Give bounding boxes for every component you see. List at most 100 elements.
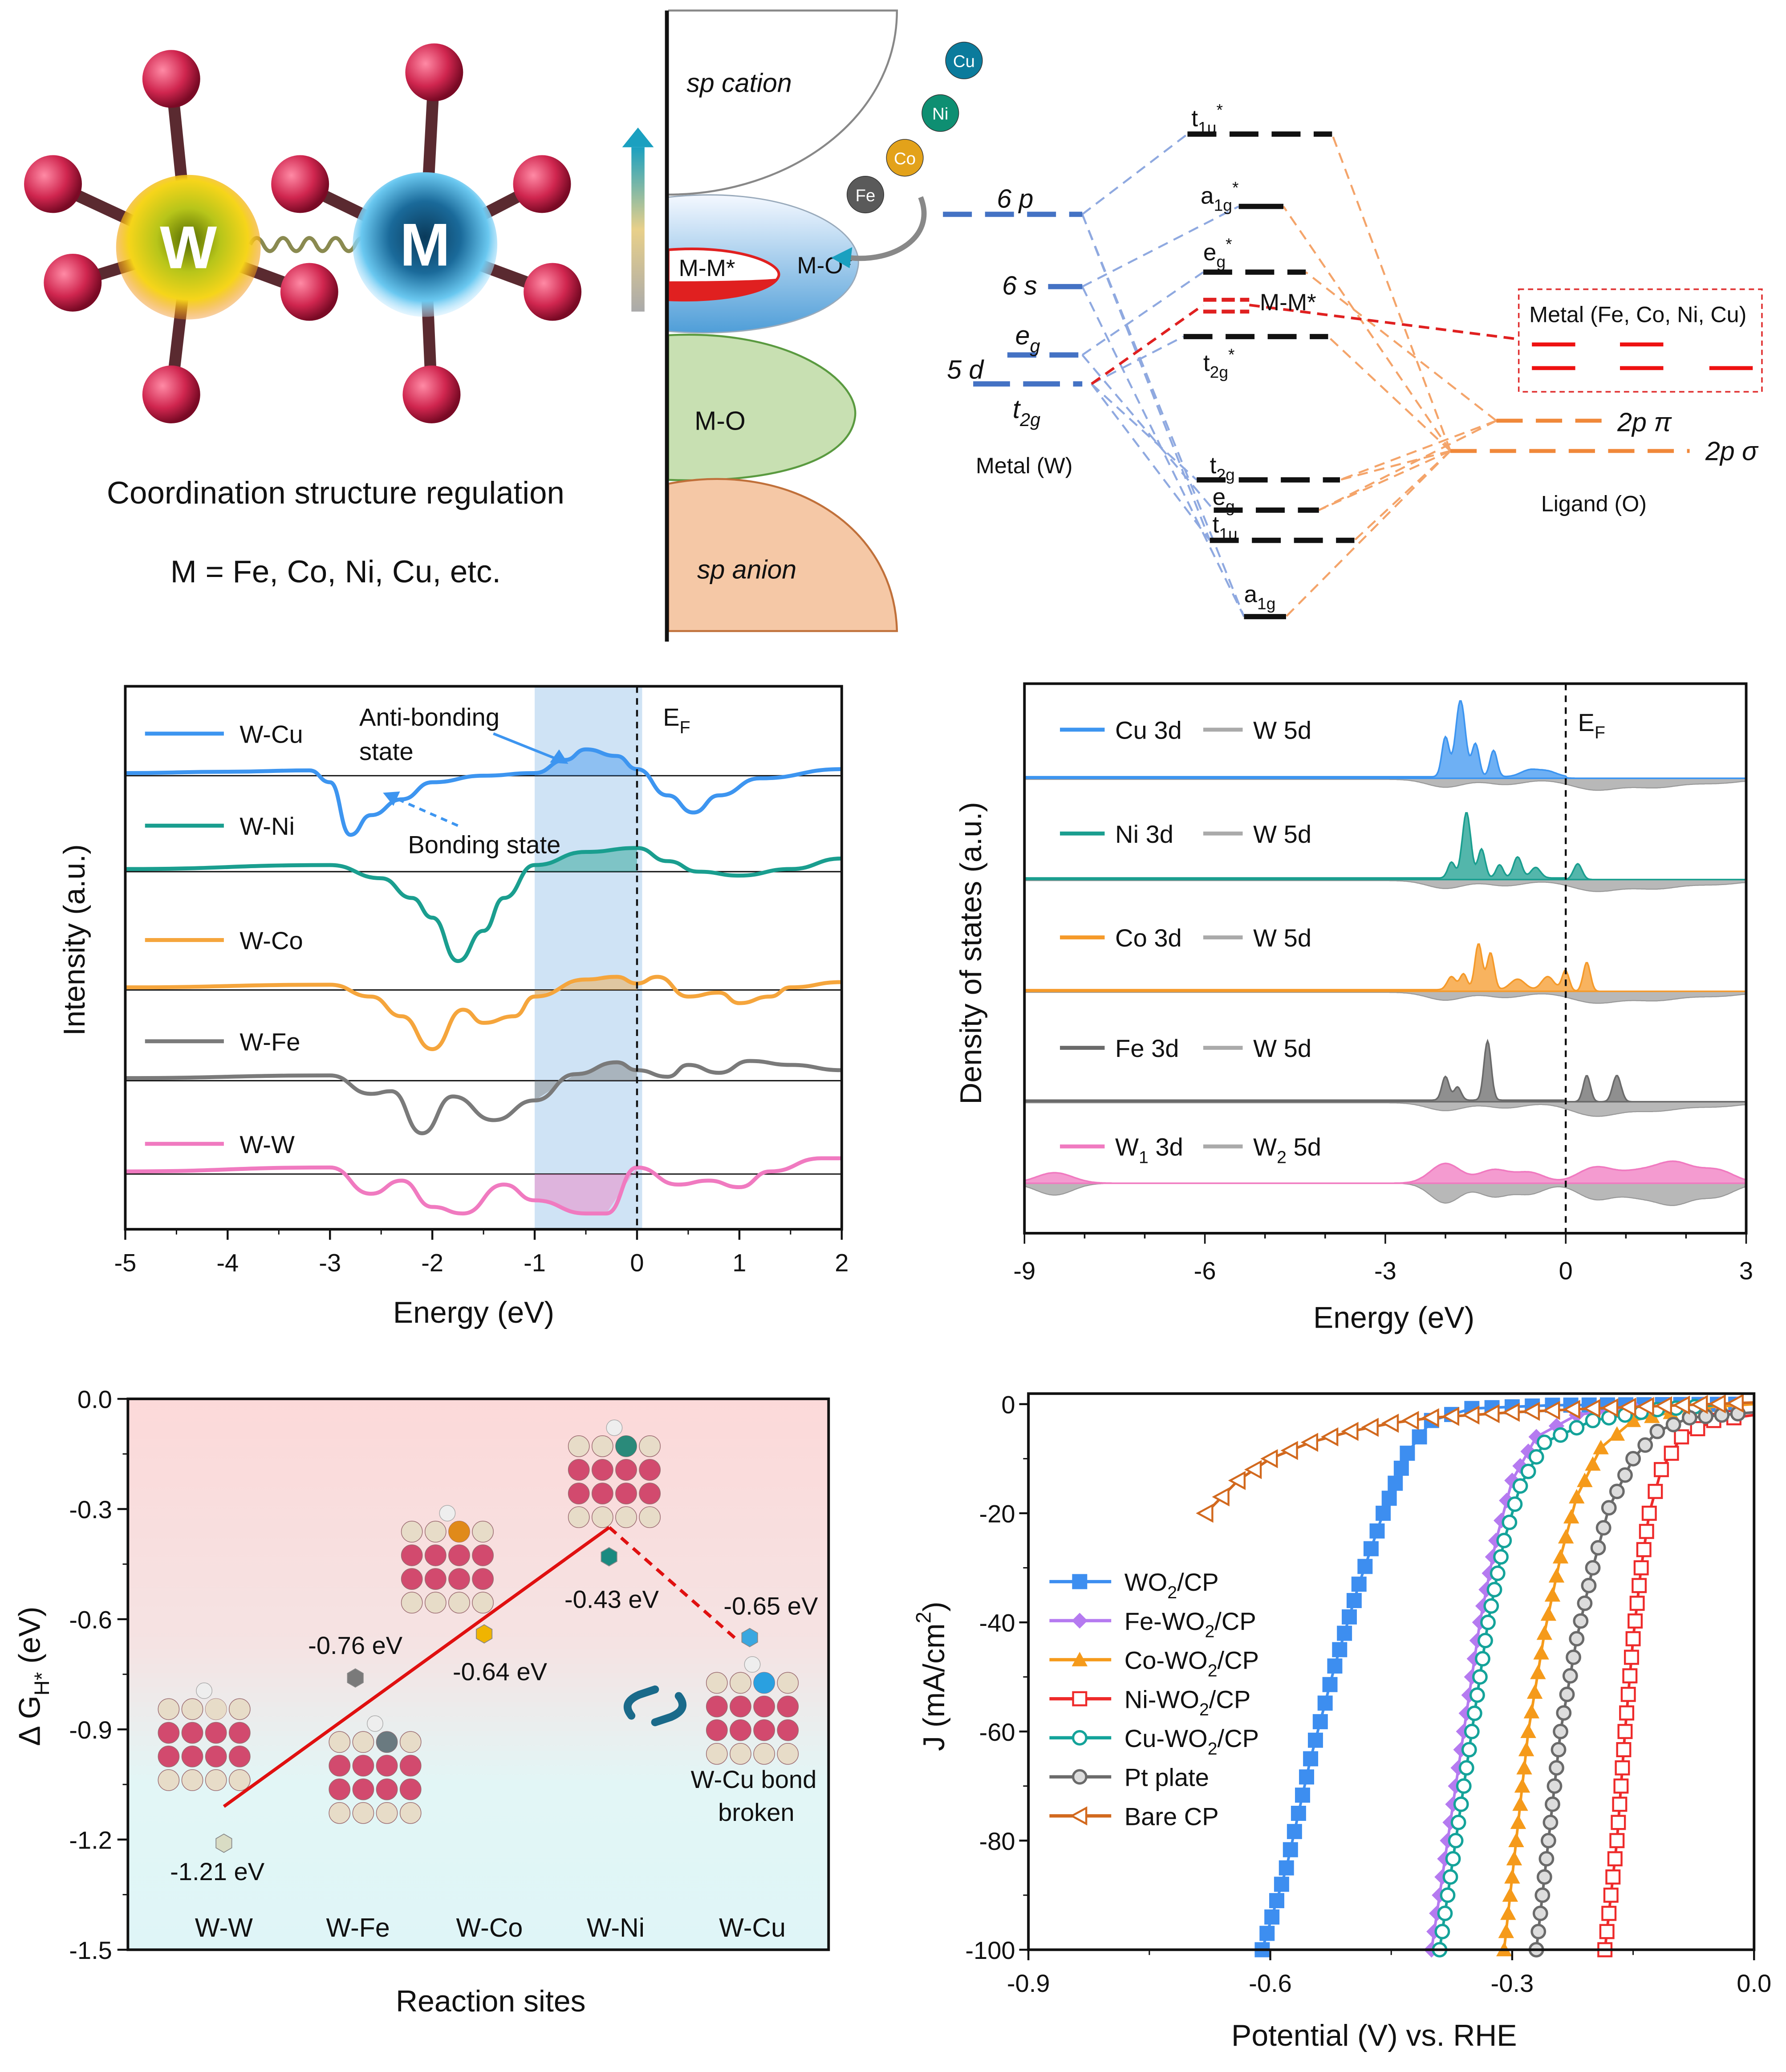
category-label: W-Fe [326,1913,390,1942]
data-marker [1376,1505,1391,1521]
data-marker [1490,1565,1506,1581]
atom-ball [706,1672,728,1694]
data-marker [1636,1397,1654,1416]
y-tick-label: -1.2 [69,1826,112,1854]
y-tick-label: -40 [979,1609,1015,1637]
label-tail: /CP [1218,1724,1259,1752]
data-marker [1625,1631,1641,1646]
atom-ball [568,1506,590,1528]
data-marker [1483,1598,1499,1614]
data-marker [1283,1842,1298,1857]
atom-ball [568,1483,590,1505]
label-tail: 3d [1149,1133,1183,1161]
data-marker [1522,1402,1540,1421]
dopant-atom [753,1672,775,1694]
legend-label: Co-WO2/CP [1124,1646,1259,1681]
series-0 [1254,1397,1754,1958]
data-marker [1615,1760,1630,1775]
mm-connector [1091,304,1204,385]
label-main: Fe 3d [1115,1034,1179,1062]
label-main: W 5d [1253,820,1311,848]
data-marker [1672,1395,1690,1415]
data-marker [1466,1705,1482,1721]
data-marker [1619,1398,1636,1417]
legend-label: W 5d [1253,924,1311,952]
data-marker [1538,1851,1555,1867]
label-tail: /CP [1218,1646,1259,1674]
lsv-chart: WO2/CPFe-WO2/CPCo-WO2/CPNi-WO2/CPCu-WO2/… [912,1391,1772,2052]
data-marker [1581,1577,1597,1593]
data-marker [1269,1893,1284,1909]
element-label: Ni [932,105,948,124]
data-marker [1072,1574,1088,1589]
data-marker [1639,1524,1654,1539]
label-sup: * [1226,235,1232,253]
atom-ball [399,1731,422,1753]
data-marker [1595,1520,1611,1536]
data-marker [1590,1540,1606,1556]
x-tick-label: -9 [1013,1256,1035,1284]
orbital-connector [1283,206,1451,452]
x-tick-label: -3 [1374,1256,1396,1284]
data-marker [1472,1669,1488,1685]
atom-ball [615,1483,637,1505]
data-marker [1633,1560,1649,1576]
data-marker [1569,1489,1585,1503]
atom-ball [639,1459,661,1481]
data-marker [1708,1394,1726,1414]
category-label: W-Cu [719,1913,786,1942]
orbital-connector [1327,336,1451,452]
data-marker [1585,1413,1601,1429]
w-atom-label: W [160,213,217,281]
data-marker [1603,1887,1619,1903]
label-main: W 5d [1253,1034,1311,1062]
y-axis-label: J (mA/cm2) [912,1601,951,1751]
orbital-connector [1081,286,1245,617]
data-marker [1690,1395,1708,1414]
data-marker [1072,1691,1088,1706]
mo-level-label: t2g* [1203,345,1235,382]
series-4 [1432,1399,1714,1958]
caption: Coordination structure regulation [107,475,564,511]
orbital-connector [1091,383,1197,481]
shaded-region [535,686,642,1230]
anti-bonding-label: Anti-bonding [359,703,499,731]
label-sup: 2 [912,1612,936,1623]
data-marker [1212,1487,1230,1507]
orbital-connector [1082,205,1239,288]
atom-ball [639,1483,661,1505]
trend-line-dashed [608,1526,740,1643]
orbital-connector [1081,214,1245,617]
y-tick-label: -0.3 [69,1495,112,1524]
data-marker [1317,1695,1333,1711]
label-main: W 5d [1253,924,1311,952]
label-sub: 2g [1210,363,1228,382]
data-marker [1545,1796,1560,1812]
ligand-label: Ligand (O) [1541,492,1647,516]
y-tick-label: 0 [1001,1391,1015,1419]
x-axis-label: Reaction sites [396,1985,586,2018]
y-tick-label: -20 [979,1500,1015,1528]
atom-ball [730,1743,751,1765]
arrow-head-icon [831,247,852,268]
y-tick-label: -0.9 [69,1716,112,1744]
dopant-atom [205,1698,227,1720]
plot-frame [124,685,843,1231]
data-marker [1648,1483,1663,1499]
mo-level-label: t2g [1210,452,1235,484]
series-line-W-Co [125,975,842,1051]
data-marker [1625,1412,1641,1427]
data-marker [1612,1796,1628,1812]
label-sub: F [1595,723,1605,743]
atom-ball [181,1745,203,1767]
atom-ball [472,1544,494,1566]
sp-cation-label: sp cation [686,69,792,98]
label-main: W 5d [1253,716,1311,744]
data-marker [1434,1924,1450,1939]
atom-ball [753,1743,775,1765]
data-marker [1295,1788,1310,1803]
x-tick-label: 0 [1559,1256,1573,1284]
w-5d-dos-area [1024,879,1747,892]
data-marker [1196,1503,1214,1523]
